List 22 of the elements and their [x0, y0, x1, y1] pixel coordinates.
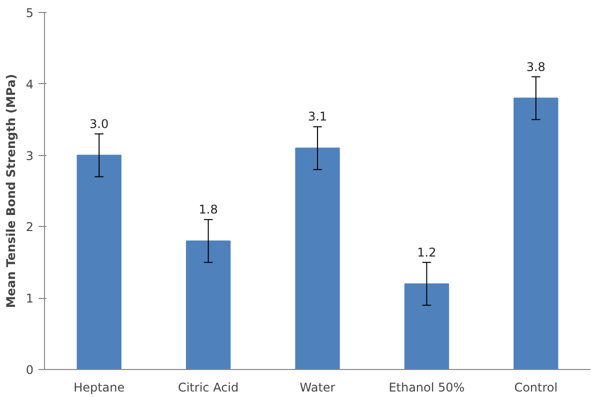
x-tick-label: Water [300, 380, 336, 394]
bar [186, 240, 231, 370]
bar [295, 148, 340, 370]
y-tick-label: 4 [26, 77, 34, 92]
y-tick-label: 0 [26, 363, 34, 377]
data-label: 3.8 [526, 60, 546, 74]
bar [404, 283, 450, 370]
data-label: 3.0 [90, 116, 109, 131]
data-label: 1.2 [417, 245, 436, 260]
x-tick-label: Ethanol 50% [388, 380, 465, 394]
x-tick-label: Citric Acid [178, 380, 239, 394]
y-tick-label: 5 [26, 6, 34, 20]
bar [76, 154, 122, 370]
data-label: 3.1 [308, 110, 328, 124]
y-tick-label: 3 [26, 148, 34, 163]
bar [514, 98, 558, 370]
y-tick-label: 2 [26, 220, 34, 234]
y-tick-label: 1 [26, 292, 34, 306]
x-tick-label: Heptane [74, 380, 125, 394]
x-tick-label: Control [514, 380, 558, 394]
data-label: 1.8 [198, 202, 218, 217]
y-axis-title: Mean Tensile Bond Strength (MPa) [4, 74, 18, 308]
